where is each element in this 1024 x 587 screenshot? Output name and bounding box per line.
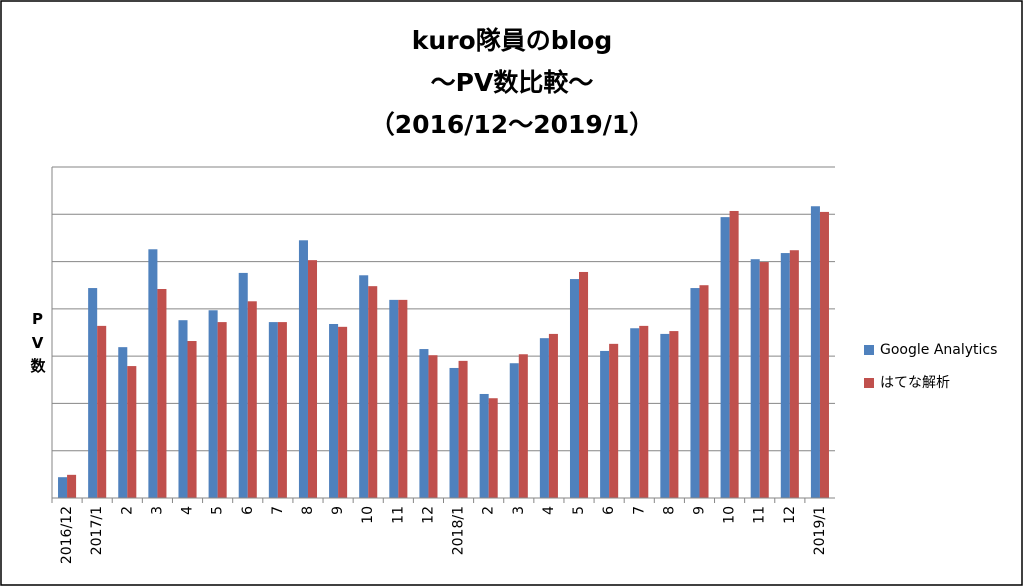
x-tick-label: 4	[180, 506, 196, 515]
bar	[458, 360, 468, 498]
bar	[298, 240, 308, 499]
x-tick-label: 2016/12	[59, 506, 75, 564]
x-tick-label: 11	[752, 506, 768, 524]
bar	[58, 477, 68, 498]
chart-title: （2016/12～2019/1）	[370, 110, 655, 139]
bar	[88, 288, 98, 498]
bar	[238, 272, 248, 498]
bar	[157, 288, 167, 498]
bar	[639, 325, 649, 498]
bar	[389, 299, 399, 498]
x-tick-label: 2	[119, 506, 135, 515]
bar	[67, 474, 77, 498]
bar	[118, 347, 128, 498]
bar	[488, 398, 498, 498]
x-tick-label: 2019/1	[812, 506, 828, 555]
bar	[97, 325, 107, 498]
x-tick-label: 6	[240, 506, 256, 515]
legend-label: Google Analytics	[880, 342, 997, 358]
bar	[518, 354, 528, 498]
y-axis-label: PV数	[29, 310, 47, 379]
bar	[810, 206, 820, 499]
bar	[669, 331, 679, 498]
x-tick-label: 7	[270, 506, 286, 515]
x-tick-label: 12	[420, 506, 436, 524]
bar	[247, 301, 257, 498]
bar	[548, 333, 558, 498]
x-tick-label: 7	[631, 506, 647, 515]
x-tick-label: 9	[691, 506, 707, 515]
x-tick-label: 2018/1	[451, 506, 467, 555]
legend-swatch	[864, 345, 874, 355]
bar	[819, 211, 829, 498]
bar	[509, 363, 519, 498]
bar	[479, 393, 489, 498]
x-tick-label: 8	[661, 506, 677, 515]
bar	[690, 288, 700, 498]
x-tick-label: 10	[360, 506, 376, 524]
bar	[789, 250, 799, 498]
bar	[277, 322, 287, 498]
bar	[660, 333, 670, 498]
bar	[759, 262, 769, 498]
bar	[449, 367, 459, 498]
bar	[750, 259, 760, 498]
x-tick-label: 2	[481, 506, 497, 515]
chart-title: kuro隊員のblog	[412, 26, 612, 55]
bar	[630, 328, 640, 498]
bar	[187, 341, 197, 498]
bar	[729, 210, 739, 498]
bar	[539, 338, 549, 498]
chart-title: ～PV数比較～	[431, 68, 594, 97]
bar	[217, 322, 227, 498]
x-tick-label: 11	[390, 506, 406, 524]
bar	[127, 366, 137, 498]
bar	[208, 310, 218, 498]
bar	[428, 355, 438, 498]
bar	[720, 217, 730, 498]
x-tick-label: 4	[541, 506, 557, 515]
bar	[178, 320, 188, 498]
bar	[307, 260, 318, 498]
bar	[329, 323, 339, 498]
x-tick-label: 9	[330, 506, 346, 515]
bar	[569, 279, 580, 498]
bar	[699, 285, 709, 498]
bar	[148, 249, 158, 498]
bar	[780, 253, 790, 498]
x-tick-label: 6	[601, 506, 617, 515]
bar	[609, 343, 619, 498]
bar	[600, 350, 610, 498]
x-tick-label: 8	[300, 506, 316, 515]
x-tick-label: 3	[149, 506, 165, 515]
x-tick-label: 10	[722, 506, 738, 524]
bar	[359, 275, 369, 498]
bar	[579, 271, 589, 498]
legend-label: はてな解析	[880, 375, 950, 391]
bar	[419, 349, 429, 498]
x-tick-label: 12	[782, 506, 798, 524]
x-tick-label: 5	[210, 506, 226, 515]
bar	[338, 326, 348, 498]
legend-swatch	[864, 378, 874, 388]
bar	[368, 286, 378, 498]
x-tick-label: 3	[511, 506, 527, 515]
x-tick-label: 2017/1	[89, 506, 105, 555]
bar	[268, 322, 278, 498]
x-tick-label: 5	[571, 506, 587, 515]
bar	[398, 299, 408, 498]
